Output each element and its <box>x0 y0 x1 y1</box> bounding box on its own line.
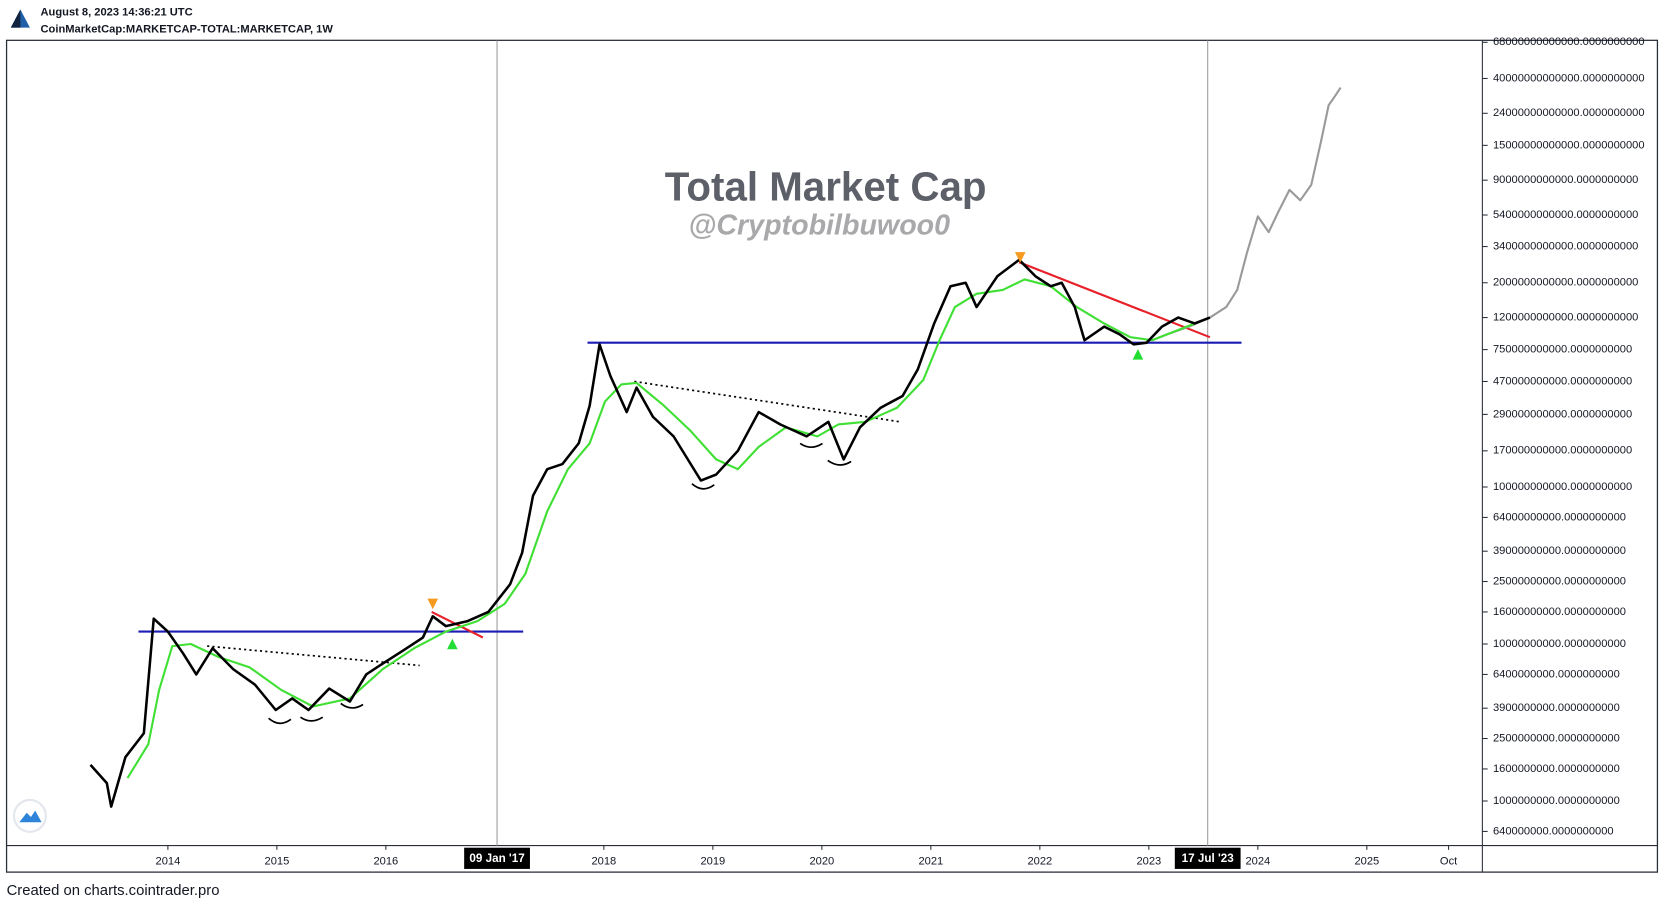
crosshair-label-box <box>1174 847 1241 869</box>
signal-marker <box>427 598 439 610</box>
x-tick-label: 2016 <box>374 855 399 867</box>
trend-line <box>634 380 901 423</box>
y-tick-label: 100000000000.0000000000 <box>1493 481 1632 493</box>
chart-title: Total Market Cap <box>665 165 987 210</box>
y-tick-label: 2500000000.0000000000 <box>1493 732 1620 744</box>
chart-subtitle: @Cryptobilbuwoo0 <box>688 210 950 242</box>
timestamp: August 8, 2023 14:36:21 UTC <box>41 7 193 19</box>
symbol: CoinMarketCap:MARKETCAP-TOTAL:MARKETCAP,… <box>41 24 334 36</box>
x-tick-label: Oct <box>1440 855 1458 867</box>
x-tick-label: 2021 <box>918 855 943 867</box>
y-tick-label: 25000000000.0000000000 <box>1493 575 1626 587</box>
y-tick-label: 6400000000.0000000000 <box>1493 668 1620 680</box>
y-tick-label: 1600000000.0000000000 <box>1493 763 1620 775</box>
x-tick-label: 2023 <box>1136 855 1161 867</box>
x-tick-label: 2020 <box>809 855 834 867</box>
y-tick-label: 290000000000.0000000000 <box>1493 408 1632 420</box>
y-tick-label: 1200000000000.0000000000 <box>1493 312 1638 324</box>
y-tick-label: 39000000000.0000000000 <box>1493 545 1626 557</box>
series-line <box>126 278 1211 779</box>
crosshair-label: 09 Jan '17 <box>469 852 524 865</box>
low-arcs <box>268 442 852 725</box>
x-tick-label: 2015 <box>265 855 290 867</box>
y-tick-label: 10000000000.0000000000 <box>1493 638 1626 650</box>
signal-marker <box>447 638 458 650</box>
frame <box>5 39 1659 873</box>
y-tick-label: 3400000000000.0000000000 <box>1493 240 1638 252</box>
y-tick-label: 64000000000.0000000000 <box>1493 511 1626 523</box>
x-tick-label: 2024 <box>1245 855 1270 867</box>
footer: Created on charts.cointrader.pro <box>7 883 220 899</box>
y-tick-label: 15000000000000.0000000000 <box>1493 139 1645 151</box>
x-tick-label: 2022 <box>1027 855 1052 867</box>
crosshair-label: 17 Jul '23 <box>1182 852 1235 865</box>
trend-line <box>207 645 420 667</box>
series-line <box>1151 86 1342 342</box>
x-tick-label: 2019 <box>700 855 725 867</box>
series-line <box>89 258 1211 808</box>
signal-marker <box>1132 349 1144 360</box>
y-tick-label: 9000000000000.0000000000 <box>1493 174 1638 186</box>
y-tick-label: 3900000000.0000000000 <box>1493 702 1620 714</box>
x-tick-label: 2025 <box>1354 855 1379 867</box>
y-tick-label: 2000000000000.0000000000 <box>1493 277 1638 289</box>
x-tick-label: 2014 <box>156 855 181 867</box>
y-tick-label: 16000000000.0000000000 <box>1493 606 1626 618</box>
y-tick-label: 5400000000000.0000000000 <box>1493 209 1638 221</box>
y-tick-label: 68000000000000.0000000000 <box>1493 36 1645 48</box>
crosshair-label-box <box>464 847 530 869</box>
y-tick-label: 750000000000.0000000000 <box>1493 344 1632 356</box>
y-tick-label: 1000000000.0000000000 <box>1493 795 1620 807</box>
y-tick-label: 470000000000.0000000000 <box>1493 375 1632 387</box>
trend-line <box>1018 261 1211 339</box>
signal-marker <box>1014 252 1026 263</box>
logo <box>10 9 30 28</box>
x-tick-label: 2018 <box>591 855 616 867</box>
watermark-icon <box>12 798 47 833</box>
y-tick-label: 170000000000.0000000000 <box>1493 445 1632 457</box>
y-tick-label: 640000000.0000000000 <box>1493 825 1614 837</box>
y-tick-label: 40000000000000.0000000000 <box>1493 72 1645 84</box>
y-tick-label: 24000000000000.0000000000 <box>1493 107 1645 119</box>
